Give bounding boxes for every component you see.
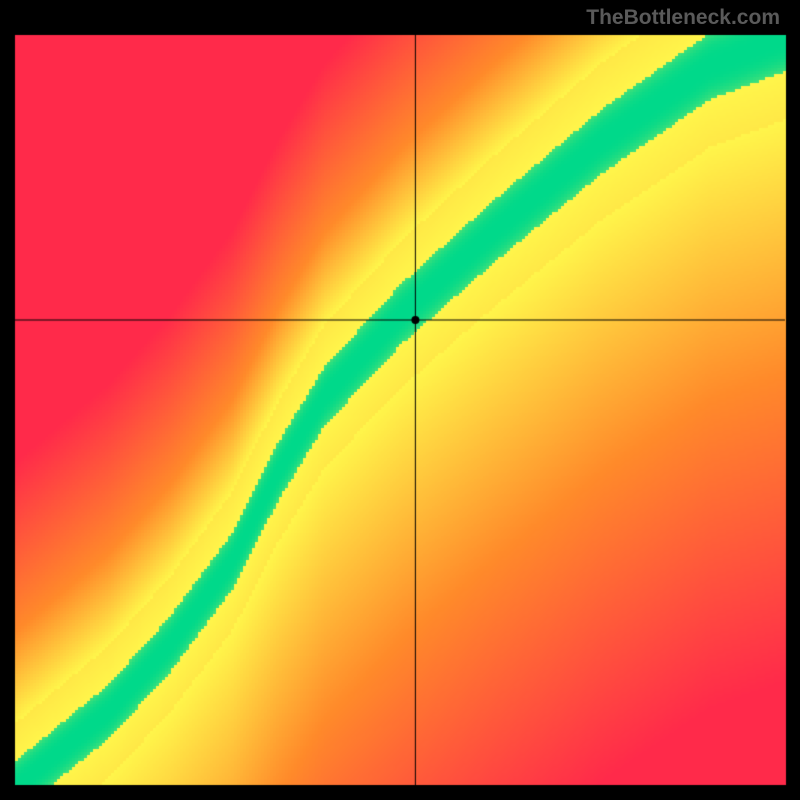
watermark-label: TheBottleneck.com bbox=[586, 6, 780, 30]
heatmap-chart bbox=[0, 0, 800, 800]
